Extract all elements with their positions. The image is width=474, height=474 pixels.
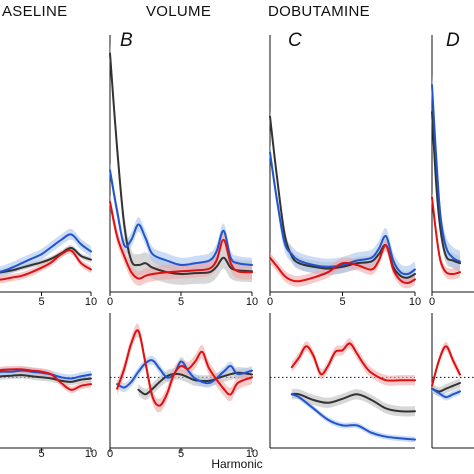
series-line-black [0, 374, 92, 383]
title-volume: VOLUME [146, 3, 211, 20]
band-blue [291, 391, 415, 443]
panel-label-b: B [120, 30, 133, 51]
band-black [291, 388, 415, 417]
panel-bottom-baseline: 5 10 [0, 365, 97, 460]
band-blue [0, 228, 91, 278]
x-tick-label: 5 [339, 296, 345, 308]
band-black [110, 42, 252, 285]
series-line-blue [109, 169, 253, 267]
series-line-black [431, 111, 461, 265]
series-line-black [109, 52, 253, 276]
panel-label-c: C [288, 30, 302, 51]
x-axis-label: Harmonic [211, 457, 262, 471]
band-red [110, 194, 252, 286]
series-line-red [431, 196, 461, 276]
series-line-blue [0, 233, 92, 273]
panel-bottom-volume: 0 5 10 [107, 313, 258, 460]
series-line-red [0, 368, 92, 391]
band-red [291, 338, 415, 386]
x-tick-label: 0 [429, 296, 435, 308]
panel-top-dobutamine: 0 5 10 [267, 35, 421, 308]
x-tick-label: 10 [246, 448, 258, 460]
series-line-red [290, 342, 416, 382]
series-line-blue [431, 84, 461, 263]
series-line-red [269, 244, 416, 285]
x-tick-label: 5 [178, 296, 184, 308]
series-line-black [269, 115, 416, 279]
series-line-black [137, 371, 253, 396]
series-line-red [116, 329, 253, 407]
series-line-red [109, 201, 253, 280]
series-line-blue [431, 387, 461, 399]
panel-top-baseline: 5 10 [0, 228, 97, 308]
x-tick-label: 10 [85, 296, 97, 308]
series-line-red [0, 249, 92, 281]
series-line-blue [0, 369, 92, 380]
series-line-blue [290, 393, 416, 441]
panel-label-d: D [446, 30, 460, 51]
series-line-black [290, 392, 416, 413]
band-blue [432, 385, 460, 401]
x-tick-label: 0 [267, 296, 273, 308]
x-tick-label: 5 [178, 448, 184, 460]
title-dobutamine: DOBUTAMINE [268, 3, 370, 20]
band-blue [110, 163, 252, 273]
series-line-red [431, 345, 461, 387]
x-tick-label: 5 [38, 296, 44, 308]
plots-group: 5 10 0 5 10 0 5 10 0 5 10 0 5 10 [0, 35, 474, 460]
panel-top-d: 0 [429, 35, 474, 308]
panel-bottom-d [431, 313, 474, 449]
panel-bottom-dobutamine [269, 313, 416, 449]
x-tick-label: 0 [107, 448, 113, 460]
band-red [0, 365, 91, 394]
x-tick-label: 10 [246, 296, 258, 308]
x-tick-label: 5 [38, 448, 44, 460]
x-tick-label: 0 [107, 296, 113, 308]
title-baseline: ASELINE [2, 3, 67, 20]
x-tick-label: 10 [85, 448, 97, 460]
panel-top-volume: 0 5 10 [107, 35, 258, 308]
x-tick-label: 10 [409, 296, 421, 308]
